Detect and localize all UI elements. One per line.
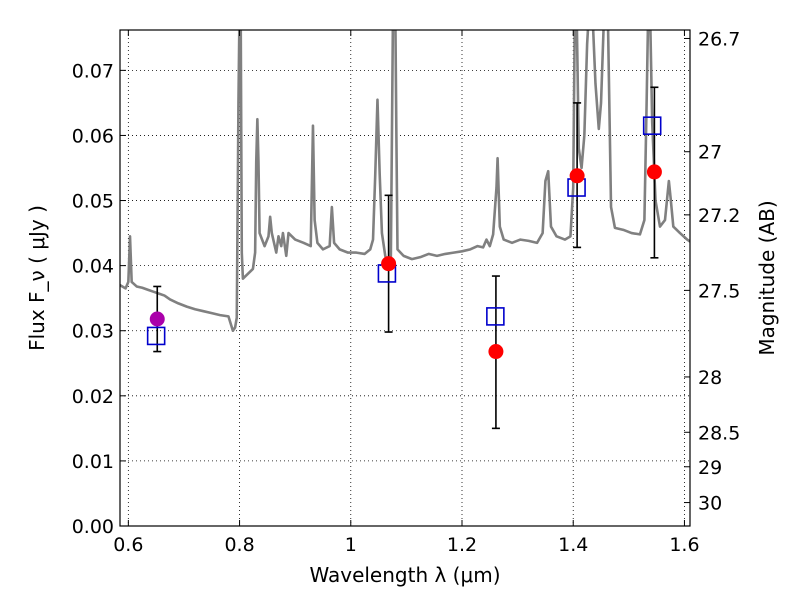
y-tick-label: 0.07 (72, 60, 114, 82)
right-tick-label: 30 (698, 493, 722, 515)
measured-point (646, 164, 662, 180)
measured-point (488, 344, 504, 360)
plot-area (120, 30, 690, 430)
y-tick-label: 0.02 (72, 386, 114, 408)
right-tick-label: 27.5 (698, 280, 740, 302)
measured-point (569, 168, 585, 184)
x-tick-label: 0.6 (113, 534, 143, 556)
plot-frame (119, 29, 691, 527)
y-tick-label: 0.05 (72, 191, 114, 213)
right-tick-label: 27 (698, 142, 722, 164)
right-tick-label: 27.2 (698, 205, 740, 227)
right-axis-title: Magnitude (AB) (755, 200, 779, 355)
model-point (642, 116, 662, 135)
y-tick-label: 0.00 (72, 516, 114, 538)
x-tick-label: 1.6 (669, 534, 699, 556)
x-tick-label: 0.8 (224, 534, 254, 556)
right-tick-label: 26.7 (698, 28, 740, 50)
y-tick-label: 0.03 (72, 321, 114, 343)
model-point (146, 326, 166, 346)
x-tick-label: 1 (345, 534, 357, 556)
y-tick-label: 0.06 (72, 125, 114, 147)
measured-point (149, 311, 165, 327)
right-tick-label: 28.5 (698, 422, 740, 444)
axes: 0.6 0.8 1 1.2 1.4 1.6 0.00 0.01 0.02 0.03 0.04 0.05… (72, 28, 741, 556)
model-point (486, 307, 505, 326)
x-tick-label: 1.2 (447, 534, 477, 556)
x-tick-label: 1.4 (558, 534, 588, 556)
y-tick-label: 0.01 (72, 451, 114, 473)
right-tick-label: 29 (698, 457, 722, 479)
y-tick-label: 0.04 (72, 256, 114, 278)
right-tick-label: 28 (698, 367, 722, 389)
y-axis-title: Flux F_ν ( μJy ) (25, 205, 49, 351)
measured-point (381, 256, 397, 272)
x-axis-title: Wavelength λ (μm) (309, 563, 500, 587)
